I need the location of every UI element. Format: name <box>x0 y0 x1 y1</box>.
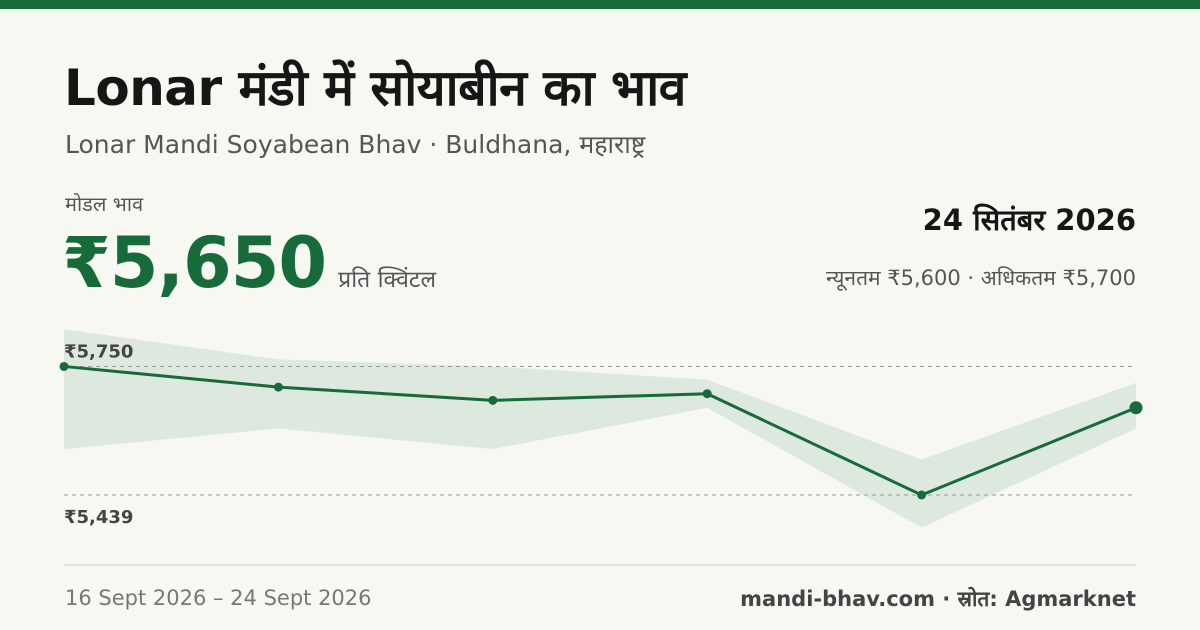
price-unit: प्रति क्विंटल <box>338 267 437 293</box>
data-point <box>1129 401 1143 415</box>
reference-label: ₹5,439 <box>64 507 133 528</box>
data-point <box>488 395 498 405</box>
data-point <box>273 382 283 392</box>
data-point <box>702 389 712 399</box>
price-date: 24 सितंबर 2026 <box>922 203 1136 237</box>
top-accent-bar <box>0 0 1200 9</box>
reference-label: ₹5,750 <box>64 341 133 362</box>
footer-source: mandi-bhav.com · स्रोत: Agmarknet <box>740 587 1136 611</box>
page-subtitle: Lonar Mandi Soyabean Bhav · Buldhana, मह… <box>65 130 646 159</box>
footer-divider <box>64 564 1136 566</box>
data-point <box>917 490 927 500</box>
price-row: ₹5,650 प्रति क्विंटल <box>62 222 436 304</box>
footer-date-range: 16 Sept 2026 – 24 Sept 2026 <box>65 586 372 610</box>
data-point <box>59 361 69 371</box>
min-max-band <box>64 329 1136 528</box>
modal-price-value: ₹5,650 <box>62 222 327 304</box>
min-max-range: न्यूनतम ₹5,600 · अधिकतम ₹5,700 <box>826 266 1136 290</box>
price-line <box>63 364 1137 497</box>
page-title: Lonar मंडी में सोयाबीन का भाव <box>64 59 686 117</box>
price-chart: ₹5,750 ₹5,439 <box>59 329 1143 528</box>
price-label: मोडल भाव <box>65 192 144 216</box>
